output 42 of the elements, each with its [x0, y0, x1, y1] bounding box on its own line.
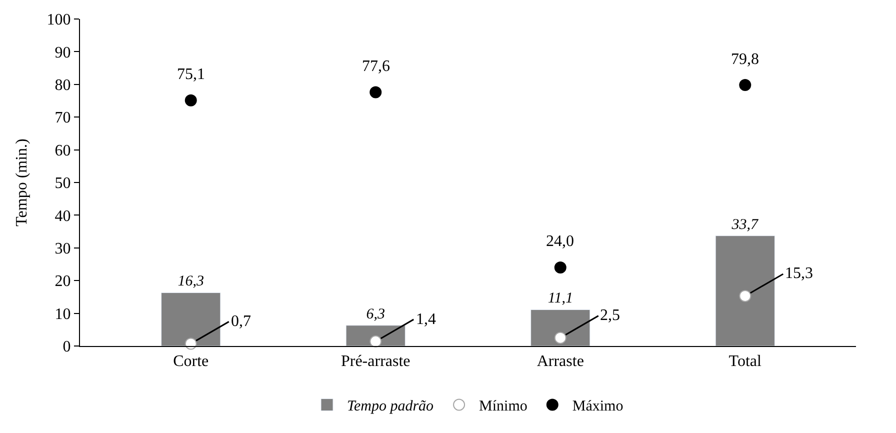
- y-axis-title: Tempo (min.): [14, 138, 31, 226]
- y-tick-label: 40: [54, 208, 71, 225]
- data-label: 15,3: [785, 265, 813, 282]
- bar: [530, 309, 590, 346]
- y-tick-label: 30: [54, 240, 71, 258]
- y-tick-label: 10: [54, 306, 71, 323]
- data-label: 79,8: [731, 51, 759, 68]
- y-tick-label: 50: [54, 175, 71, 192]
- legend-label: Tempo padrão: [347, 398, 434, 415]
- data-label: 33,7: [730, 216, 760, 233]
- point: [554, 262, 566, 274]
- x-tick-label: Corte: [173, 353, 209, 370]
- legend-label: Máximo: [572, 398, 624, 415]
- data-label: 77,6: [362, 58, 390, 75]
- y-tick-label: 100: [46, 12, 71, 29]
- data-label: 2,5: [600, 307, 620, 324]
- point: [554, 332, 566, 344]
- y-tick-label: 0: [62, 338, 71, 356]
- y-tick-label: 60: [54, 142, 71, 160]
- x-tick-label: Total: [728, 353, 762, 370]
- y-tick-label: 70: [54, 110, 71, 127]
- point: [370, 335, 382, 348]
- point: [739, 290, 752, 302]
- point: [370, 86, 382, 98]
- x-tick-label: Arraste: [536, 353, 584, 370]
- bar: [161, 292, 221, 346]
- point: [184, 94, 197, 106]
- x-tick-label: Pré-arraste: [340, 353, 410, 370]
- y-tick-label: 80: [54, 77, 71, 94]
- y-tick-label: 20: [54, 273, 71, 290]
- data-label: 11,1: [548, 290, 573, 307]
- bar: [715, 236, 775, 346]
- data-label: 1,4: [416, 311, 436, 328]
- data-label: 6,3: [366, 306, 385, 322]
- point: [184, 338, 197, 350]
- y-tick-label: 90: [54, 44, 71, 62]
- point: [739, 79, 752, 92]
- data-label: 75,1: [177, 66, 205, 83]
- data-label: 24,0: [546, 233, 574, 250]
- data-label: 16,3: [178, 274, 204, 290]
- data-label: 0,7: [231, 313, 251, 330]
- legend-label: Mínimo: [479, 398, 528, 415]
